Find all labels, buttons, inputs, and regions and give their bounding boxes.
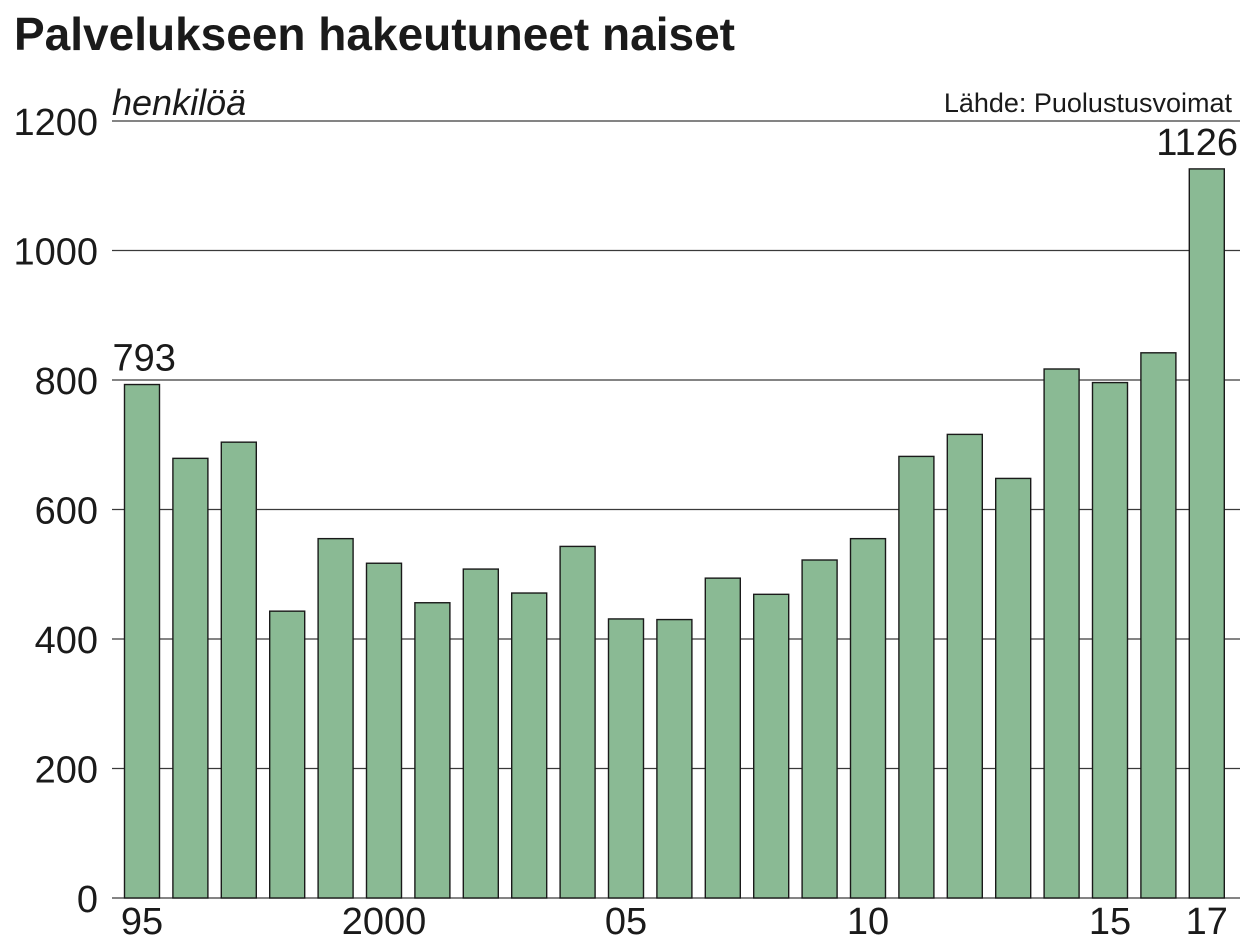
bar-03: [511, 592, 548, 899]
bar-96: [172, 457, 209, 899]
bar-98: [269, 610, 306, 899]
x-tick-2000: 2000: [342, 901, 427, 937]
source-note: Lähde: Puolustusvoimat: [944, 88, 1233, 118]
chart-title: Palvelukseen hakeutuneet naiset: [14, 8, 735, 60]
y-tick-1200: 1200: [13, 102, 98, 144]
bar-11: [898, 455, 935, 899]
bar-01: [414, 602, 451, 899]
bar-99: [317, 537, 354, 899]
x-tick-15: 15: [1089, 901, 1131, 937]
y-tick-0: 0: [77, 879, 98, 921]
bar-02: [462, 568, 499, 899]
bars: [123, 168, 1226, 899]
bar-16: [1140, 352, 1177, 899]
bar-15: [1091, 381, 1129, 899]
bar-2000: [365, 562, 403, 899]
bar-07: [704, 577, 741, 899]
x-tick-05: 05: [605, 901, 647, 937]
x-tick-labels: 95 2000 05 10 15 17: [121, 901, 1228, 937]
x-tick-17: 17: [1186, 901, 1228, 937]
data-label-1126: 1126: [1156, 122, 1238, 164]
bar-04: [559, 545, 596, 899]
data-label-793: 793: [113, 338, 176, 380]
bar-95: [123, 383, 161, 899]
x-tick-10: 10: [847, 901, 889, 937]
y-tick-400: 400: [35, 620, 98, 662]
bar-09: [801, 559, 838, 899]
bar-12: [946, 433, 983, 899]
y-tick-labels: 0 200 400 600 800 1000 1200: [13, 102, 98, 921]
bar-08: [753, 593, 790, 899]
bar-97: [220, 441, 258, 899]
y-tick-200: 200: [35, 750, 98, 792]
data-labels: 793 1126: [113, 122, 1239, 380]
y-axis-label: henkilöä: [112, 82, 246, 123]
y-tick-1000: 1000: [13, 232, 98, 274]
bar-13: [995, 477, 1032, 899]
y-tick-800: 800: [35, 361, 98, 403]
y-tick-600: 600: [35, 491, 98, 533]
x-tick-95: 95: [121, 901, 163, 937]
bar-06: [656, 618, 693, 899]
bar-17: [1188, 168, 1226, 899]
bar-14: [1043, 368, 1080, 899]
bar-05: [607, 618, 645, 899]
bar-10: [849, 537, 887, 899]
